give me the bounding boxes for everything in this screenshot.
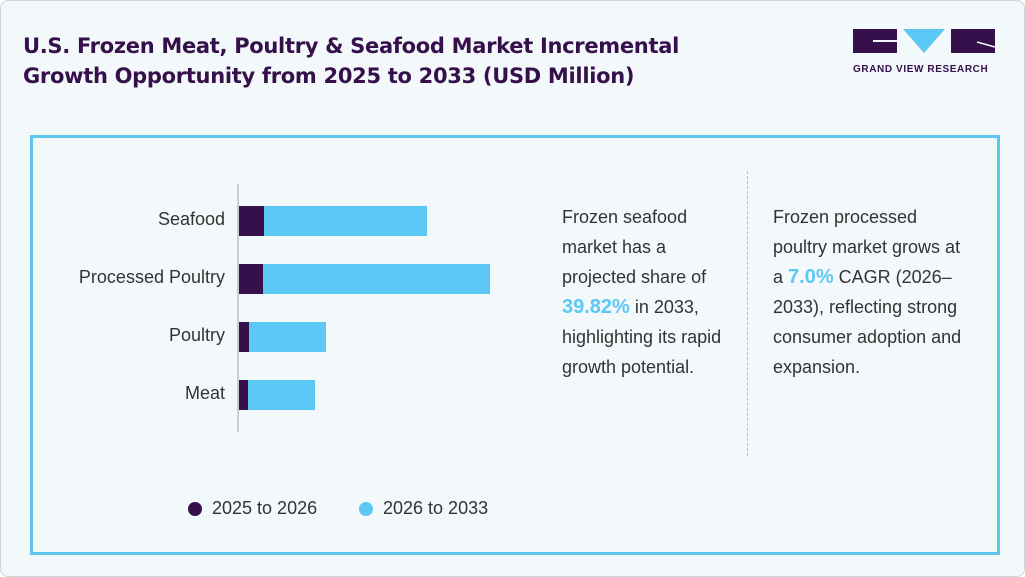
bar-poultry-series-0 xyxy=(239,322,249,352)
legend-label: 2026 to 2033 xyxy=(383,498,489,518)
logo-text: GRAND VIEW RESEARCH xyxy=(853,64,989,75)
chart-title: U.S. Frozen Meat, Poultry & Seafood Mark… xyxy=(23,31,679,91)
legend-item-2025-2026: 2025 to 2026 xyxy=(188,498,317,519)
chart-panel xyxy=(30,135,1000,555)
legend-dot xyxy=(359,501,373,516)
insight-poultry-cagr: Frozen processed poultry market grows at… xyxy=(773,207,962,377)
gvr-logo-icon xyxy=(853,29,996,53)
category-label: Processed Poultry xyxy=(78,267,225,287)
title-line-2: Growth Opportunity from 2025 to 2033 (US… xyxy=(23,64,635,88)
category-label: Poultry xyxy=(168,325,225,345)
bar-seafood-series-0 xyxy=(239,206,264,236)
logo: GRAND VIEW RESEARCH xyxy=(853,29,996,75)
insight-seafood-share: Frozen seafood market has a projected sh… xyxy=(562,207,722,377)
bar-meat-series-1 xyxy=(248,380,315,410)
divider xyxy=(747,171,748,456)
legend-item-2026-2033: 2026 to 2033 xyxy=(359,498,488,519)
bar-meat-series-0 xyxy=(239,380,248,410)
bar-poultry-series-1 xyxy=(249,322,326,352)
category-label: Meat xyxy=(184,383,225,403)
bar-processed-poultry-series-0 xyxy=(239,264,263,294)
title-line-1: U.S. Frozen Meat, Poultry & Seafood Mark… xyxy=(23,34,679,58)
legend-dot xyxy=(188,501,202,516)
y-axis-line xyxy=(237,184,239,432)
bar-processed-poultry-series-1 xyxy=(263,264,490,294)
bar-seafood-series-1 xyxy=(264,206,427,236)
legend-label: 2025 to 2026 xyxy=(212,498,318,518)
category-label: Seafood xyxy=(157,209,225,229)
